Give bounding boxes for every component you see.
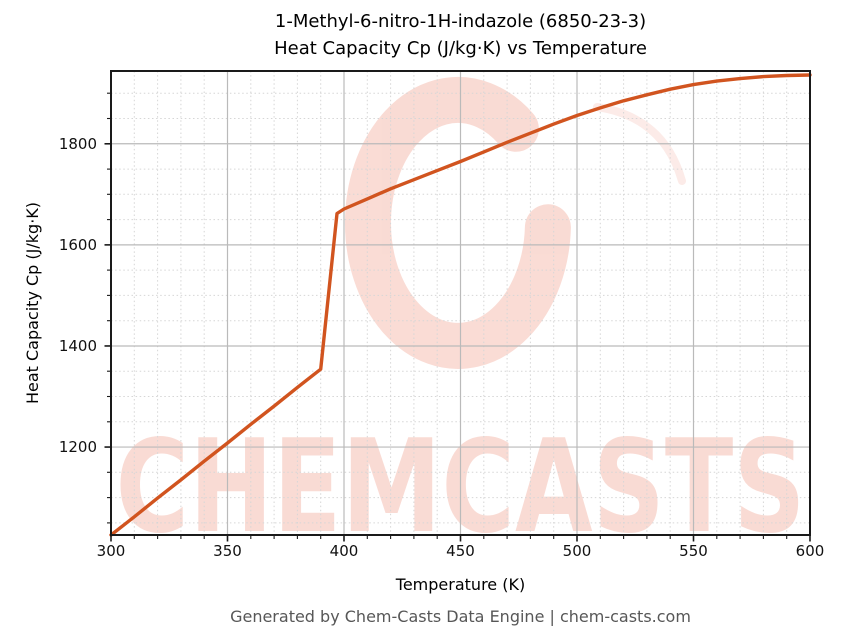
cp-curve (109, 73, 812, 537)
x-tick-label: 400 (329, 542, 359, 560)
plot-area: CHEMCASTS (104, 70, 812, 562)
x-tick-label: 300 (96, 542, 126, 560)
x-tick-label: 600 (795, 542, 825, 560)
title-line-1: 1-Methyl-6-nitro-1H-indazole (6850-23-3) (274, 11, 647, 32)
x-axis-label: Temperature (K) (395, 575, 526, 594)
y-tick-label: 1800 (58, 134, 97, 153)
chart-title: 1-Methyl-6-nitro-1H-indazole (6850-23-3)… (111, 8, 810, 62)
axis-ticks (104, 92, 811, 542)
x-tick-label: 550 (679, 542, 708, 560)
y-tick-label: 1200 (58, 438, 97, 457)
y-axis-label: Heat Capacity Cp (J/kg·K) (23, 201, 42, 405)
logo-ring (344, 76, 571, 369)
x-tick-label: 350 (213, 542, 242, 560)
chemcasts-logo-watermark (344, 76, 686, 369)
title-line-2: Heat Capacity Cp (J/kg·K) vs Temperature (274, 38, 647, 59)
logo-inner-swoosh (398, 98, 500, 122)
footer-credit: Generated by Chem-Casts Data Engine | ch… (230, 607, 691, 626)
y-tick-label: 1600 (58, 235, 97, 254)
logo-flourish (593, 103, 686, 185)
x-tick-label: 500 (562, 542, 592, 560)
x-tick-label: 450 (446, 542, 475, 560)
y-tick-label: 1400 (58, 336, 97, 355)
